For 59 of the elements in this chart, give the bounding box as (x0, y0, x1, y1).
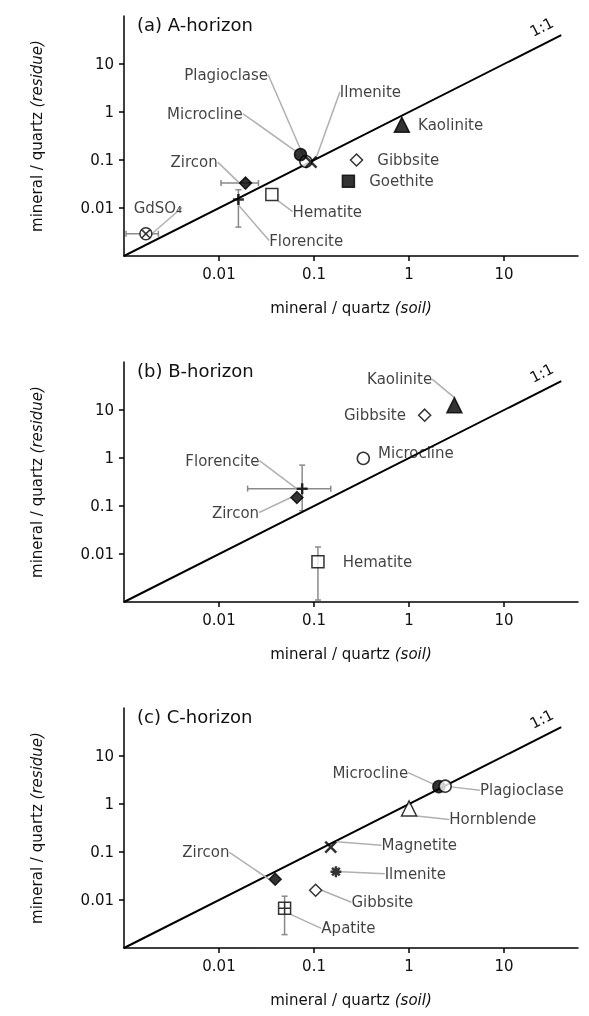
x-tick-label: 1 (404, 956, 414, 975)
chart-title: (a) A-horizon (137, 13, 253, 35)
text: Ilmenite (384, 864, 446, 883)
x-tick-label: 0.01 (202, 264, 236, 283)
y-axis-title: mineral / quartz (residue) (27, 40, 46, 232)
chart-title: (c) C-horizon (137, 705, 253, 727)
series-label: Kaolinite (367, 370, 433, 389)
text: 1:1 (526, 359, 557, 387)
text: 1:1 (526, 705, 557, 733)
x-tick-label: 10 (494, 956, 514, 975)
text: Zircon (211, 503, 260, 522)
y-tick-label: 0.1 (90, 843, 114, 861)
x-tick-label: 0.1 (302, 956, 326, 975)
text: Hornblende (449, 810, 537, 829)
text: Florencite (185, 451, 260, 470)
series-label: Hematite (292, 202, 363, 221)
y-tick-label: 0.1 (90, 497, 114, 515)
y-tick-label: 0.01 (80, 199, 114, 217)
y-tick-label: 10 (94, 401, 114, 419)
x-axis-title: mineral / quartz (soil) (270, 298, 432, 317)
y-tick-label: 1 (104, 795, 114, 813)
x-tick-label: 1 (404, 264, 414, 283)
text: Magnetite (381, 836, 458, 855)
y-axis-title: mineral / quartz (residue) (27, 732, 46, 924)
x-tick-label: 0.01 (202, 956, 236, 975)
series-label: Zircon (170, 153, 218, 172)
series-label: Gibbsite (377, 151, 440, 169)
y-tick-label: 10 (94, 747, 114, 765)
y-axis-title: mineral / quartz (residue) (27, 386, 46, 578)
x-tick-label: 0.01 (202, 610, 236, 629)
y-tick-label: 0.01 (80, 545, 114, 563)
text: Plagioclase (184, 65, 269, 84)
text: Florencite (269, 231, 344, 250)
series-label: Plagioclase (479, 781, 564, 800)
y-tick-label: 0.1 (90, 151, 114, 169)
y-tick-label: 10 (94, 55, 114, 73)
series-label: Gibbsite (351, 893, 414, 912)
x-axis-title: mineral / quartz (soil) (270, 644, 432, 663)
chart-title: (b) B-horizon (137, 359, 254, 381)
series-label: Microcline (332, 763, 409, 782)
x-axis-title: mineral / quartz (soil) (270, 990, 432, 1009)
text: Zircon (182, 843, 230, 862)
x-tick-label: 10 (494, 264, 514, 283)
text: Ilmenite (339, 83, 402, 102)
y-tick-label: 1 (104, 103, 114, 121)
y-tick-label: 1 (104, 449, 114, 467)
text: Microcline (167, 104, 243, 123)
x-tick-label: 0.1 (302, 610, 326, 629)
x-tick-label: 1 (404, 610, 414, 629)
series-label: Hematite (342, 552, 413, 571)
series-label: Gibbsite (343, 406, 406, 425)
series-label: Kaolinite (418, 115, 484, 134)
x-tick-label: 10 (494, 610, 514, 629)
series-label: Goethite (369, 172, 434, 191)
x-tick-label: 0.1 (302, 264, 326, 283)
series-label: GdSO₄ (133, 198, 183, 217)
text: Apatite (321, 919, 376, 938)
y-tick-label: 0.01 (80, 891, 114, 909)
text: 1:1 (526, 13, 557, 41)
